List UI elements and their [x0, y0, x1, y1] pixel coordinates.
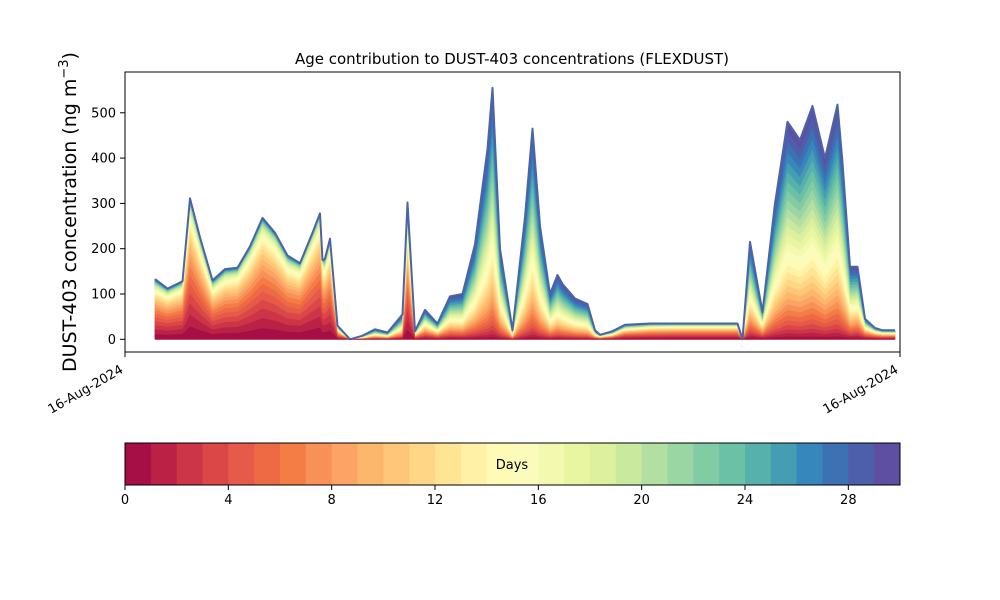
y-tick-label: 100	[91, 288, 116, 303]
colorbar-tick-label: 28	[840, 493, 857, 508]
age-band-area-0	[154, 326, 896, 340]
colorbar-label: Days	[496, 458, 529, 473]
colorbar-cell	[125, 443, 152, 485]
y-tick-label: 200	[91, 242, 116, 257]
colorbar-frame	[124, 442, 901, 486]
colorbar-cell	[357, 443, 384, 485]
total-concentration-line	[154, 86, 895, 341]
colorbar-cell	[150, 443, 178, 485]
colorbar-cell	[615, 443, 643, 485]
colorbar-tick-label: 8	[328, 493, 336, 508]
colorbar-tick-label: 20	[633, 493, 650, 508]
colorbar-cell	[176, 443, 203, 485]
y-tick-label: 300	[91, 197, 116, 212]
colorbar-cell	[409, 443, 436, 485]
colorbar-cell	[693, 443, 720, 485]
colorbar-cell	[745, 443, 772, 485]
y-tick-label: 0	[108, 333, 116, 348]
colorbar-cell	[512, 443, 539, 485]
colorbar-cell	[590, 443, 617, 485]
age-stacked-areas	[154, 87, 896, 341]
colorbar: Days 0 4 8 12 16 20 24 28	[121, 442, 901, 508]
colorbar-tick-label: 16	[530, 493, 547, 508]
colorbar-cell	[460, 443, 488, 485]
colorbar-cell	[435, 443, 462, 485]
colorbar-cell	[331, 443, 358, 485]
colorbar-cells	[125, 443, 901, 485]
x-tick-label-left: 16-Aug-2024	[46, 362, 126, 417]
colorbar-cell	[538, 443, 565, 485]
y-axis-label: DUST-403 concentration (ng m−3)	[57, 52, 81, 372]
y-tick-label: 400	[91, 152, 116, 167]
colorbar-tick-label: 0	[121, 493, 129, 508]
colorbar-cell	[564, 443, 591, 485]
colorbar-cell	[280, 443, 307, 485]
colorbar-cell	[822, 443, 849, 485]
colorbar-cell	[486, 443, 513, 485]
colorbar-ticks: 0 4 8 12 16 20 24 28	[121, 485, 857, 508]
colorbar-tick-label: 4	[224, 493, 232, 508]
colorbar-cell	[254, 443, 281, 485]
colorbar-cell	[719, 443, 746, 485]
colorbar-cell	[641, 443, 668, 485]
colorbar-cell	[383, 443, 410, 485]
x-axis: 16-Aug-2024 16-Aug-2024	[46, 352, 901, 418]
colorbar-cell	[796, 443, 823, 485]
colorbar-cell	[770, 443, 798, 485]
plot-frame	[124, 71, 901, 353]
colorbar-cell	[305, 443, 333, 485]
colorbar-cell	[874, 443, 901, 485]
colorbar-tick-label: 12	[427, 493, 444, 508]
y-axis: 0 100 200 300 400 500	[91, 106, 125, 348]
chart-title: Age contribution to DUST-403 concentrati…	[295, 50, 729, 68]
colorbar-cell	[848, 443, 875, 485]
y-tick-label: 500	[91, 106, 116, 121]
colorbar-cell	[667, 443, 694, 485]
colorbar-tick-label: 24	[737, 493, 754, 508]
colorbar-cell	[202, 443, 229, 485]
colorbar-cell	[228, 443, 255, 485]
x-tick-label-right: 16-Aug-2024	[821, 362, 901, 417]
plot-area	[124, 71, 901, 353]
